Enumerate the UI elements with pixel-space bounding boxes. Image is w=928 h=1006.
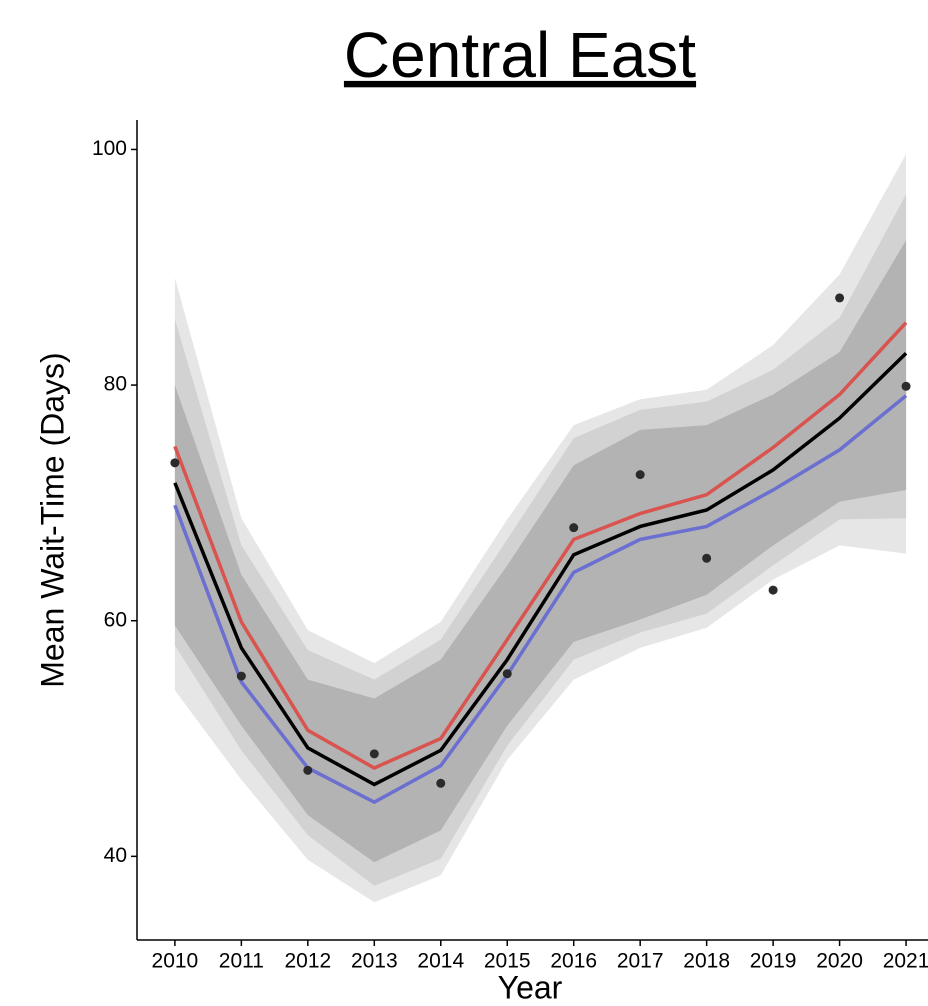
trend-line [173,352,908,787]
data-point [835,293,845,303]
data-point [901,381,911,391]
x-axis-label: Year [498,969,563,1005]
y-tick-label: 100 [92,137,127,160]
x-tick-label: 2018 [683,950,730,973]
data-point [236,671,246,681]
data-point [369,749,379,759]
x-tick-label: 2014 [417,950,464,973]
y-tick-label: 80 [104,373,127,396]
x-tick-label: 2010 [152,950,199,973]
data-point [502,669,512,679]
x-tick-label: 2017 [617,950,664,973]
data-point [170,458,180,468]
y-axis-label: Mean Wait-Time (Days) [34,352,70,687]
confidence-band [174,240,907,863]
data-point [436,778,446,788]
chart-title: Central East [344,19,696,91]
x-tick-label: 2013 [351,950,398,973]
x-tick-label: 2021 [883,950,928,973]
x-tick-label: 2011 [219,950,264,973]
data-point [768,585,778,595]
y-tick-label: 40 [104,844,127,867]
x-tick-label: 2019 [750,950,797,973]
data-point [702,553,712,563]
trend-line [173,321,908,770]
trend-line [173,394,908,805]
data-point [303,765,313,775]
data-point [635,470,645,480]
data-point [569,523,579,533]
y-tick-label: 60 [104,608,127,631]
x-tick-label: 2016 [550,950,597,973]
x-tick-label: 2015 [484,950,531,973]
x-tick-label: 2020 [816,950,863,973]
x-tick-label: 2012 [284,950,331,973]
